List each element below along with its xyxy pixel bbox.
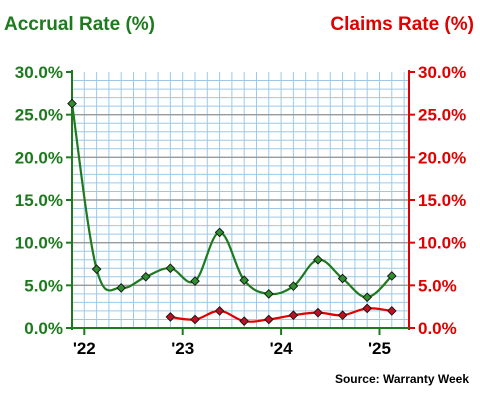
claims-rate-point [288, 310, 299, 321]
accrual-rate-point [362, 292, 373, 303]
right-tick-label: 15.0% [418, 191, 466, 210]
claims-rate-point [313, 307, 323, 318]
right-tick-label: 20.0% [418, 148, 466, 167]
accrual-rate-point [140, 271, 151, 282]
right-tick-label: 0.0% [418, 319, 457, 338]
x-tick-label: '24 [270, 339, 293, 358]
right-axis-title: Claims Rate (%) [330, 14, 474, 35]
plot-grid [72, 72, 409, 328]
left-axis-title: Accrual Rate (%) [4, 14, 155, 35]
claims-rate-point [239, 316, 250, 327]
x-tick-label: '23 [171, 339, 194, 358]
right-tick-label: 5.0% [418, 276, 457, 295]
left-tick-label: 5.0% [24, 276, 63, 295]
right-tick-label: 30.0% [418, 63, 466, 82]
accrual-rate-point [239, 275, 250, 286]
left-tick-label: 30.0% [15, 63, 63, 82]
x-tick-label: '22 [73, 339, 96, 358]
claims-rate-point [190, 314, 200, 325]
left-tick-label: 15.0% [15, 191, 63, 210]
accrual-rate-point [214, 227, 225, 238]
claims-rate-point [386, 306, 397, 316]
claims-rate-point [165, 312, 176, 322]
left-tick-label: 20.0% [15, 148, 63, 167]
right-tick-label: 10.0% [418, 234, 466, 253]
claims-rate-point [362, 303, 373, 314]
accrual-rate-point [165, 263, 176, 274]
accrual-rate-point [337, 273, 348, 284]
claims-rate-line [170, 307, 392, 323]
left-tick-label: 25.0% [15, 106, 63, 125]
accrual-rate-point [386, 271, 397, 281]
accrual-rate-point [288, 281, 299, 292]
accrual-rate-point [263, 289, 274, 299]
accrual-rate-point [190, 276, 200, 286]
right-tick-label: 25.0% [418, 106, 466, 125]
claims-rate-point [337, 310, 348, 321]
accrual-rate-point [116, 283, 127, 293]
x-tick-label: '25 [368, 339, 391, 358]
left-tick-label: 10.0% [15, 234, 63, 253]
source-note: Source: Warranty Week [335, 372, 469, 386]
accrual-rate-point [67, 98, 77, 109]
series-layer [67, 98, 397, 327]
claims-rate-point [263, 314, 274, 325]
axes [66, 70, 415, 335]
tick-labels: 0.0% 0.0% 5.0% 5.0% 10.0% 10.0% 15.0% 15.0% 20.0… [15, 63, 466, 358]
accrual-rate-point [91, 264, 102, 274]
left-tick-label: 0.0% [24, 319, 63, 338]
accrual-rate-line [70, 103, 393, 299]
claims-rate-point [214, 306, 225, 316]
accrual-rate-point [313, 254, 323, 265]
